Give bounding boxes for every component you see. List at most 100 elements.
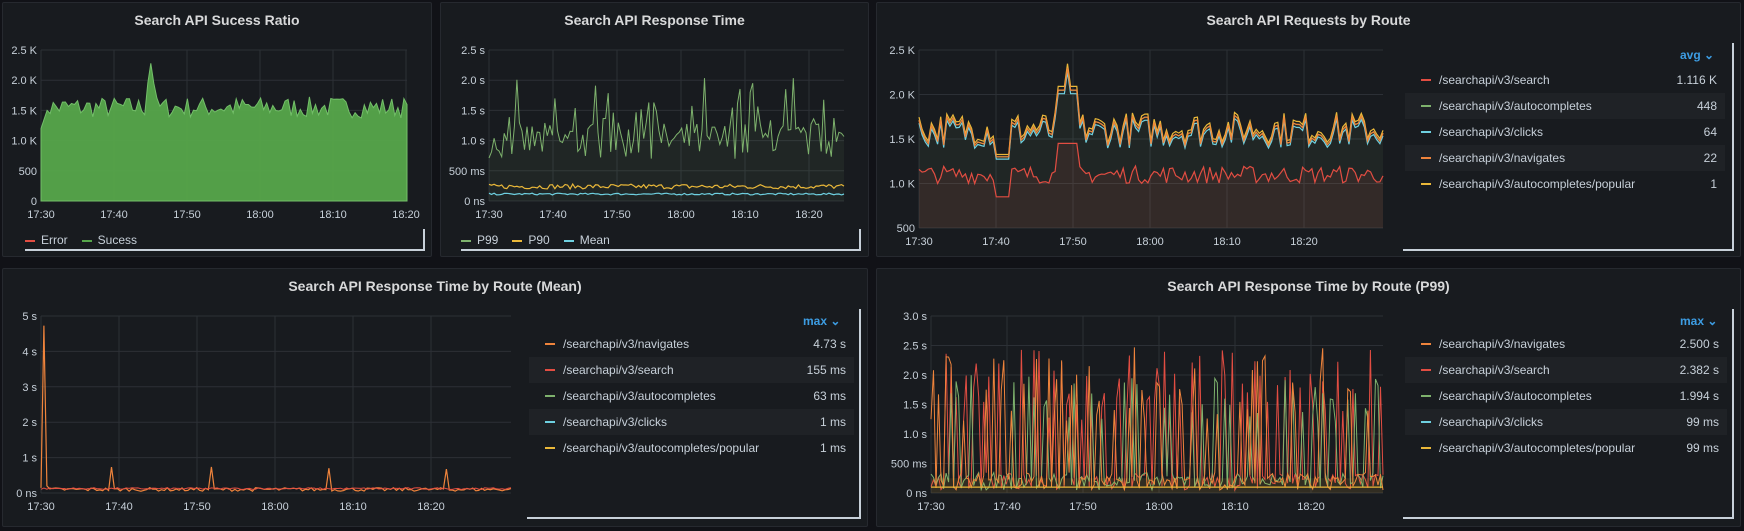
x-tick-label: 17:30 [905, 236, 933, 248]
x-tick-label: 17:40 [539, 209, 567, 221]
x-tick-label: 17:40 [105, 501, 133, 513]
legend-sort-label: max [1680, 314, 1705, 328]
legend-frame [1403, 43, 1734, 251]
legend-row[interactable]: /searchapi/v3/autocompletes 1.994 s [1405, 383, 1727, 409]
x-tick-label: 18:10 [339, 501, 367, 513]
y-tick-label: 4 s [22, 346, 37, 358]
x-tick-label: 18:20 [1290, 236, 1318, 248]
legend-item[interactable]: P99 [461, 233, 498, 247]
legend-swatch [1421, 105, 1431, 107]
legend-label: P90 [528, 233, 550, 247]
legend-label: /searchapi/v3/clicks [1439, 415, 1544, 429]
x-tick-label: 17:50 [1059, 236, 1087, 248]
legend-sort-label: avg [1680, 48, 1701, 62]
legend-sort-header[interactable]: avg ⌄ [1680, 48, 1714, 62]
legend-swatch [461, 239, 471, 242]
x-tick-label: 18:20 [1297, 501, 1325, 513]
y-tick-label: 1 s [22, 453, 37, 465]
legend-item[interactable]: P90 [512, 233, 550, 247]
legend-value: 2.500 s [1679, 337, 1719, 351]
legend-swatch [545, 421, 555, 423]
series-navigates-line [918, 67, 1384, 158]
panel-title[interactable]: Search API Requests by Route [1206, 12, 1411, 28]
legend-sort-header[interactable]: max ⌄ [803, 314, 840, 328]
legend-row[interactable]: /searchapi/v3/clicks 64 [1405, 119, 1725, 145]
legend-row[interactable]: /searchapi/v3/autocompletes/popular 99 ms [1405, 435, 1727, 461]
legend-row[interactable]: /searchapi/v3/search 2.382 s [1405, 357, 1727, 383]
legend-swatch [1421, 343, 1431, 345]
y-tick-label: 1.0 K [889, 179, 915, 191]
series-search-line [918, 142, 1384, 198]
panel-title[interactable]: Search API Response Time [564, 12, 745, 28]
legend-row[interactable]: /searchapi/v3/navigates 4.73 s [529, 331, 854, 357]
x-tick-label: 17:40 [993, 501, 1021, 513]
chevron-down-icon: ⌄ [1704, 48, 1715, 62]
legend-value: 63 ms [813, 389, 846, 403]
panel-title[interactable]: Search API Response Time by Route (Mean) [288, 278, 582, 294]
x-tick-label: 17:30 [27, 209, 55, 221]
legend-label: /searchapi/v3/search [1439, 363, 1550, 377]
legend-row[interactable]: /searchapi/v3/autocompletes 63 ms [529, 383, 854, 409]
series-search-line [40, 487, 512, 491]
legend-label: /searchapi/v3/navigates [563, 337, 690, 351]
panel-title[interactable]: Search API Response Time by Route (P99) [1167, 278, 1450, 294]
legend-swatch [1421, 131, 1431, 133]
legend-value: 1 ms [819, 441, 846, 455]
legend-label: /searchapi/v3/clicks [1439, 125, 1544, 139]
series-search-fill [919, 143, 1383, 228]
legend-row[interactable]: /searchapi/v3/clicks 99 ms [1405, 409, 1727, 435]
legend-value: 64 [1703, 125, 1717, 139]
x-tick-label: 17:30 [27, 501, 55, 513]
panel-title[interactable]: Search API Sucess Ratio [134, 12, 300, 28]
legend-row[interactable]: /searchapi/v3/autocompletes/popular 1 ms [529, 435, 854, 461]
legend-table: /searchapi/v3/navigates 2.500 s/searchapi… [1405, 331, 1727, 461]
legend-swatch [545, 343, 555, 345]
legend-table: /searchapi/v3/navigates 4.73 s/searchapi/… [529, 331, 854, 461]
legend-row[interactable]: /searchapi/v3/search 155 ms [529, 357, 854, 383]
legend-swatch [81, 239, 92, 242]
y-tick-label: 0 ns [906, 488, 927, 500]
legend-row[interactable]: /searchapi/v3/autocompletes 448 [1405, 93, 1725, 119]
y-tick-label: 1.0 s [461, 136, 485, 148]
legend-item[interactable]: Sucess [81, 233, 137, 247]
y-tick-label: 2.5 s [903, 341, 927, 353]
series-mean-line [488, 192, 845, 196]
legend-row[interactable]: /searchapi/v3/search 1.116 K [1405, 67, 1725, 93]
chart-legend: Error Sucess [25, 233, 137, 247]
legend-row[interactable]: /searchapi/v3/clicks 1 ms [529, 409, 854, 435]
y-tick-label: 500 [897, 223, 915, 235]
legend-item[interactable]: Mean [563, 233, 610, 247]
series-search-line [930, 349, 1384, 492]
legend-label: /searchapi/v3/search [563, 363, 674, 377]
legend-item[interactable]: Error [25, 233, 68, 247]
y-tick-label: 1.5 s [461, 105, 485, 117]
success-ratio-chart: 2.5 K 2.0 K 1.5 K 1.0 K 500 017:30 17:40 17:50 1… [11, 45, 419, 221]
legend-row[interactable]: /searchapi/v3/navigates 22 [1405, 145, 1725, 171]
y-tick-label: 2.5 K [889, 45, 915, 57]
panel-response-by-route-p99: Search API Response Time by Route (P99) … [876, 268, 1741, 527]
series-sucess-area [40, 63, 408, 202]
y-tick-label: 3.0 s [903, 311, 927, 323]
legend-swatch [545, 447, 555, 449]
x-tick-label: 18:10 [731, 209, 759, 221]
legend-sort-header[interactable]: max ⌄ [1680, 314, 1717, 328]
series-p90-line [488, 182, 845, 191]
legend-row[interactable]: /searchapi/v3/navigates 2.500 s [1405, 331, 1727, 357]
x-tick-label: 17:30 [475, 209, 503, 221]
x-tick-label: 18:00 [667, 209, 695, 221]
y-tick-label: 2.0 s [903, 370, 927, 382]
y-tick-label: 1.0 K [11, 136, 37, 148]
response-by-route-p99-chart: 3.0 s 2.5 s 2.0 s 1.5 s 1.0 s 500 ms 0 ns17:30… [891, 311, 1384, 513]
x-tick-label: 17:30 [917, 501, 945, 513]
series-navigates-line [40, 325, 512, 493]
legend-table: /searchapi/v3/search 1.116 K/searchapi/v3… [1405, 67, 1725, 197]
legend-value: 155 ms [806, 363, 846, 377]
series-navigates-line [930, 347, 1384, 492]
y-tick-label: 0 ns [464, 196, 485, 208]
y-tick-label: 500 ms [449, 166, 486, 178]
legend-frame [461, 229, 861, 251]
legend-value: 1.116 K [1676, 73, 1717, 87]
panel-response-time: Search API Response Time 2.5 s 2.0 s 1.5 s… [440, 2, 869, 257]
legend-row[interactable]: /searchapi/v3/autocompletes/popular 1 [1405, 171, 1725, 197]
legend-value: 99 ms [1686, 415, 1719, 429]
